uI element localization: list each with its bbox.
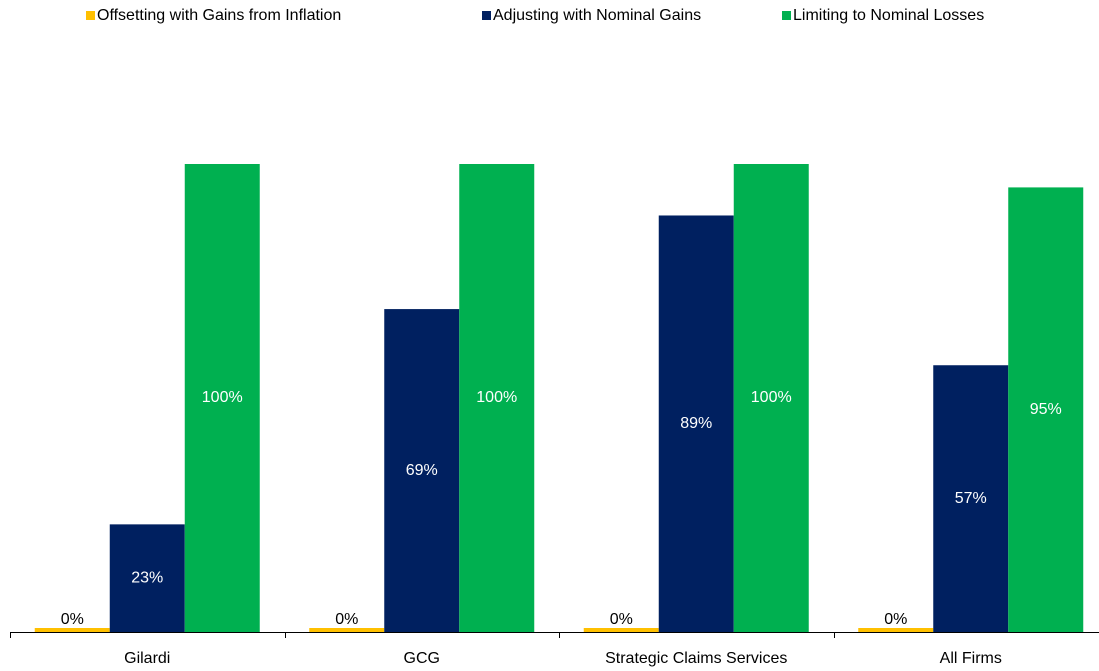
bar <box>858 628 934 632</box>
legend-swatch <box>482 11 491 20</box>
bar <box>34 628 110 632</box>
bar <box>109 524 185 632</box>
data-label: 0% <box>61 611 84 628</box>
data-label: 100% <box>751 389 792 406</box>
legend-swatch <box>86 11 95 20</box>
data-label: 0% <box>884 611 907 628</box>
bar <box>733 164 809 632</box>
data-label: 23% <box>131 569 163 586</box>
bar <box>459 164 535 632</box>
data-label: 100% <box>202 389 243 406</box>
bar <box>384 309 460 632</box>
legend-swatch <box>782 11 791 20</box>
data-label: 69% <box>406 462 438 479</box>
data-label: 0% <box>610 611 633 628</box>
data-label: 95% <box>1030 401 1062 418</box>
data-label: 89% <box>680 415 712 432</box>
legend-label: Limiting to Nominal Losses <box>793 7 984 24</box>
x-tick-label: All Firms <box>940 650 1002 667</box>
legend-label: Offsetting with Gains from Inflation <box>97 7 341 24</box>
bar <box>658 215 734 633</box>
x-tick-label: Gilardi <box>124 650 170 667</box>
data-label: 0% <box>335 611 358 628</box>
legend-label: Adjusting with Nominal Gains <box>493 7 701 24</box>
data-label: 100% <box>476 389 517 406</box>
bar <box>583 628 659 632</box>
bar <box>933 365 1009 632</box>
bar <box>184 164 260 632</box>
bar <box>1008 187 1084 632</box>
bar <box>309 628 385 632</box>
data-label: 57% <box>955 490 987 507</box>
x-tick-label: GCG <box>404 650 440 667</box>
x-tick-label: Strategic Claims Services <box>605 650 787 667</box>
